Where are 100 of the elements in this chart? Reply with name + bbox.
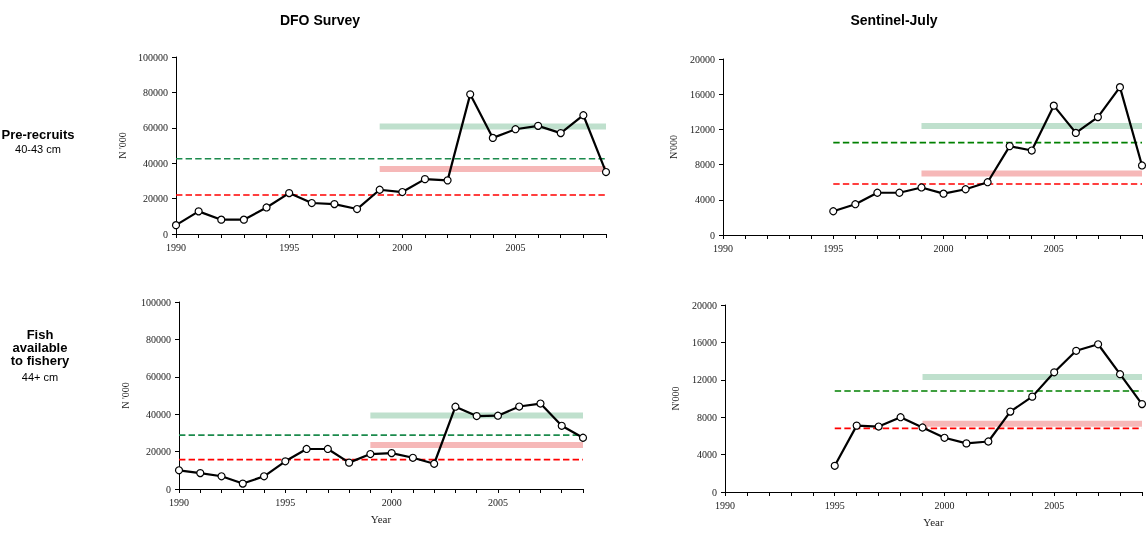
y-tick-label: 12000 bbox=[692, 374, 717, 386]
point bbox=[387, 449, 396, 458]
point bbox=[194, 207, 203, 216]
point bbox=[983, 178, 992, 187]
point bbox=[1049, 101, 1058, 110]
point bbox=[238, 479, 247, 488]
point bbox=[375, 185, 384, 194]
x-tick-label: 1990 bbox=[713, 242, 733, 254]
point bbox=[420, 175, 430, 184]
x-tick-label: 1995 bbox=[279, 241, 300, 253]
point bbox=[917, 183, 926, 192]
point bbox=[466, 90, 475, 99]
point bbox=[217, 472, 226, 481]
x-tick-label: 1995 bbox=[275, 496, 296, 508]
point bbox=[1006, 407, 1015, 416]
text: 44+ cm bbox=[21, 370, 59, 383]
chart-title: DFO Survey bbox=[279, 12, 361, 28]
point bbox=[472, 411, 481, 421]
point bbox=[366, 449, 375, 459]
x-tick-label: 2005 bbox=[487, 496, 508, 508]
y-axis-title: N'000 bbox=[669, 386, 681, 411]
y-axis-title: N '000 bbox=[116, 132, 128, 159]
point bbox=[961, 185, 970, 194]
point bbox=[259, 472, 269, 481]
y-tick-label: 0 bbox=[712, 486, 717, 498]
x-tick-label: 1995 bbox=[823, 242, 844, 254]
point bbox=[1094, 340, 1103, 349]
point bbox=[443, 176, 452, 185]
point bbox=[493, 411, 503, 420]
point bbox=[352, 204, 362, 214]
point bbox=[1027, 146, 1036, 155]
point bbox=[962, 439, 971, 448]
x-axis-title: Year bbox=[923, 515, 944, 528]
point bbox=[830, 461, 839, 470]
x-tick-label: 2005 bbox=[1044, 499, 1065, 511]
x-tick-label: 1995 bbox=[824, 499, 845, 511]
y-tick-label: 80000 bbox=[146, 333, 171, 345]
chart-title: Sentinel-July bbox=[850, 12, 938, 28]
y-tick-label: 20000 bbox=[692, 299, 717, 311]
point bbox=[874, 422, 883, 431]
point bbox=[556, 129, 565, 138]
point bbox=[1028, 392, 1037, 401]
point bbox=[534, 121, 543, 130]
x-axis-title: Year bbox=[370, 512, 392, 525]
point bbox=[578, 433, 588, 442]
point bbox=[1005, 142, 1014, 151]
point bbox=[939, 189, 948, 198]
x-tick-label: 1990 bbox=[166, 241, 186, 253]
y-tick-label: 0 bbox=[710, 229, 715, 241]
point bbox=[345, 458, 354, 467]
point bbox=[851, 200, 860, 209]
x-tick-label: 1990 bbox=[169, 496, 189, 508]
point bbox=[896, 413, 905, 422]
point bbox=[408, 453, 417, 462]
x-tick-label: 2000 bbox=[934, 499, 955, 511]
y-tick-label: 4000 bbox=[695, 194, 715, 206]
x-tick-label: 1990 bbox=[715, 499, 735, 511]
point bbox=[1093, 112, 1102, 122]
y-tick-label: 16000 bbox=[692, 336, 717, 348]
point bbox=[307, 198, 316, 208]
point bbox=[1137, 400, 1147, 409]
point bbox=[873, 188, 882, 197]
y-tick-label: 100000 bbox=[141, 296, 171, 308]
point bbox=[940, 433, 949, 442]
y-tick-label: 20000 bbox=[143, 193, 168, 205]
point bbox=[430, 459, 439, 468]
point bbox=[1115, 83, 1125, 92]
point bbox=[579, 111, 588, 120]
y-tick-label: 20000 bbox=[146, 446, 171, 458]
x-tick-label: 2000 bbox=[392, 241, 413, 253]
point bbox=[918, 423, 927, 432]
x-tick-label: 2000 bbox=[381, 496, 402, 508]
point bbox=[1137, 161, 1147, 170]
y-tick-label: 20000 bbox=[690, 53, 715, 65]
point bbox=[451, 402, 460, 411]
x-tick-label: 2005 bbox=[1043, 242, 1064, 254]
y-axis-title: N '000 bbox=[119, 382, 131, 409]
y-tick-label: 40000 bbox=[146, 408, 171, 420]
point bbox=[515, 402, 524, 411]
y-tick-label: 8000 bbox=[695, 159, 715, 171]
point bbox=[1072, 346, 1081, 355]
y-tick-label: 60000 bbox=[143, 122, 168, 134]
y-tick-label: 0 bbox=[163, 228, 168, 240]
point bbox=[239, 215, 248, 224]
point bbox=[174, 466, 184, 475]
point bbox=[285, 189, 294, 198]
point bbox=[262, 203, 271, 212]
point bbox=[829, 207, 838, 216]
point bbox=[398, 187, 407, 197]
point bbox=[511, 125, 520, 134]
point bbox=[1115, 370, 1125, 379]
y-tick-label: 60000 bbox=[146, 371, 171, 383]
point bbox=[984, 437, 993, 446]
y-tick-label: 16000 bbox=[690, 88, 715, 100]
y-axis-title: N'000 bbox=[667, 134, 679, 160]
point bbox=[1071, 128, 1080, 138]
y-tick-label: 80000 bbox=[143, 86, 168, 98]
text: Fish available to fishery bbox=[10, 327, 71, 368]
y-tick-label: 100000 bbox=[138, 51, 168, 63]
text: 40-43 cm bbox=[15, 142, 61, 155]
